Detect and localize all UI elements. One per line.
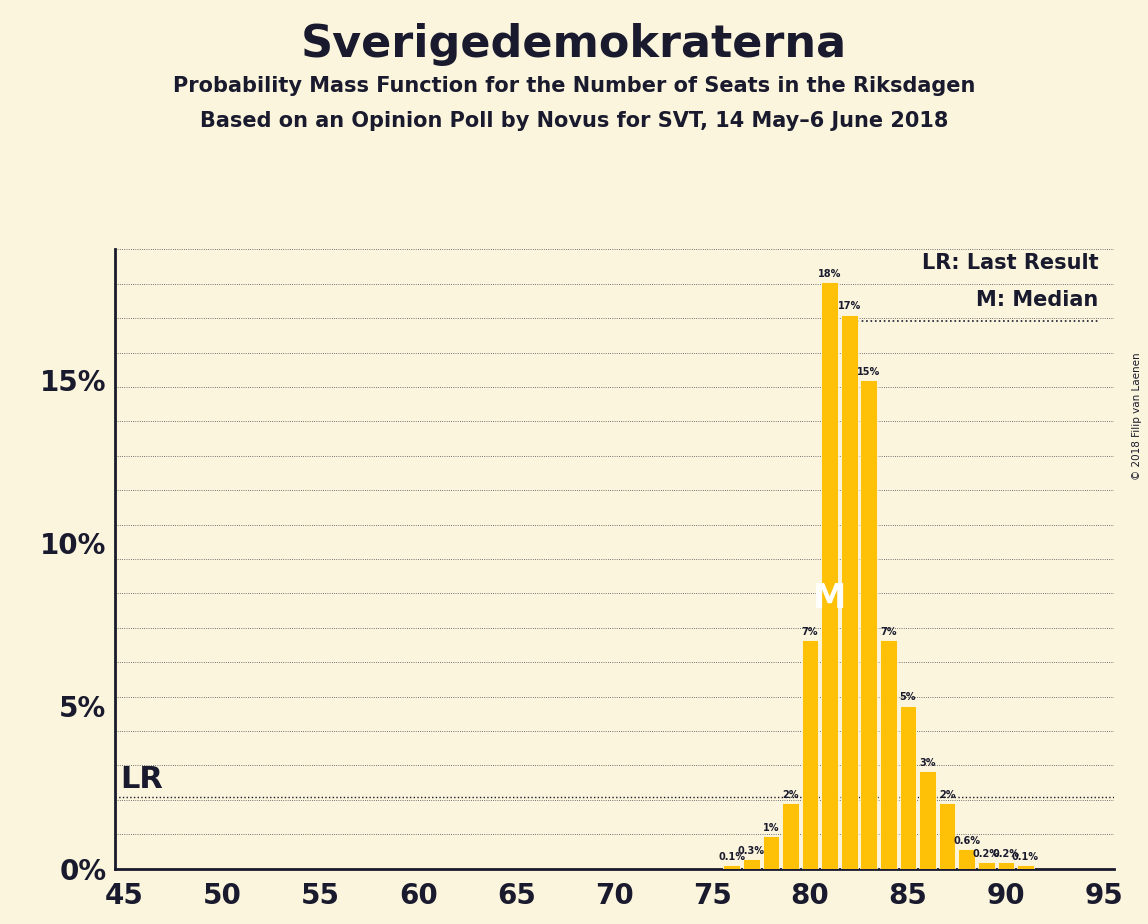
Text: 7%: 7%	[881, 627, 897, 638]
Text: 2%: 2%	[939, 790, 955, 800]
Text: 17%: 17%	[838, 301, 861, 311]
Text: 7%: 7%	[801, 627, 819, 638]
Text: M: Median: M: Median	[976, 290, 1099, 310]
Bar	[959, 849, 975, 869]
Text: 0.3%: 0.3%	[738, 845, 765, 856]
Text: 0.2%: 0.2%	[992, 849, 1019, 858]
Bar	[762, 836, 779, 869]
Text: 5%: 5%	[900, 692, 916, 702]
Bar	[782, 803, 799, 869]
Text: LR: LR	[119, 765, 163, 794]
Bar	[900, 706, 916, 869]
Text: 0.1%: 0.1%	[719, 852, 745, 862]
Text: © 2018 Filip van Laenen: © 2018 Filip van Laenen	[1132, 352, 1142, 480]
Text: 18%: 18%	[817, 269, 841, 279]
Bar	[743, 858, 760, 869]
Text: 0.2%: 0.2%	[972, 849, 1000, 858]
Bar	[821, 282, 838, 869]
Text: 2%: 2%	[782, 790, 799, 800]
Bar	[939, 803, 955, 869]
Text: 0.1%: 0.1%	[1011, 852, 1039, 862]
Text: 0.6%: 0.6%	[953, 835, 980, 845]
Text: Based on an Opinion Poll by Novus for SVT, 14 May–6 June 2018: Based on an Opinion Poll by Novus for SV…	[200, 111, 948, 131]
Bar	[920, 771, 936, 869]
Bar	[861, 380, 877, 869]
Text: 15%: 15%	[858, 367, 881, 377]
Bar	[840, 315, 858, 869]
Bar	[723, 865, 740, 869]
Bar	[1017, 865, 1033, 869]
Text: M: M	[813, 582, 846, 615]
Text: LR: Last Result: LR: Last Result	[922, 252, 1099, 273]
Text: Probability Mass Function for the Number of Seats in the Riksdagen: Probability Mass Function for the Number…	[173, 76, 975, 96]
Bar	[801, 640, 819, 869]
Text: 3%: 3%	[920, 758, 936, 768]
Bar	[998, 862, 1014, 869]
Bar	[978, 862, 994, 869]
Bar	[881, 640, 897, 869]
Text: Sverigedemokraterna: Sverigedemokraterna	[301, 23, 847, 67]
Text: 1%: 1%	[762, 822, 779, 833]
